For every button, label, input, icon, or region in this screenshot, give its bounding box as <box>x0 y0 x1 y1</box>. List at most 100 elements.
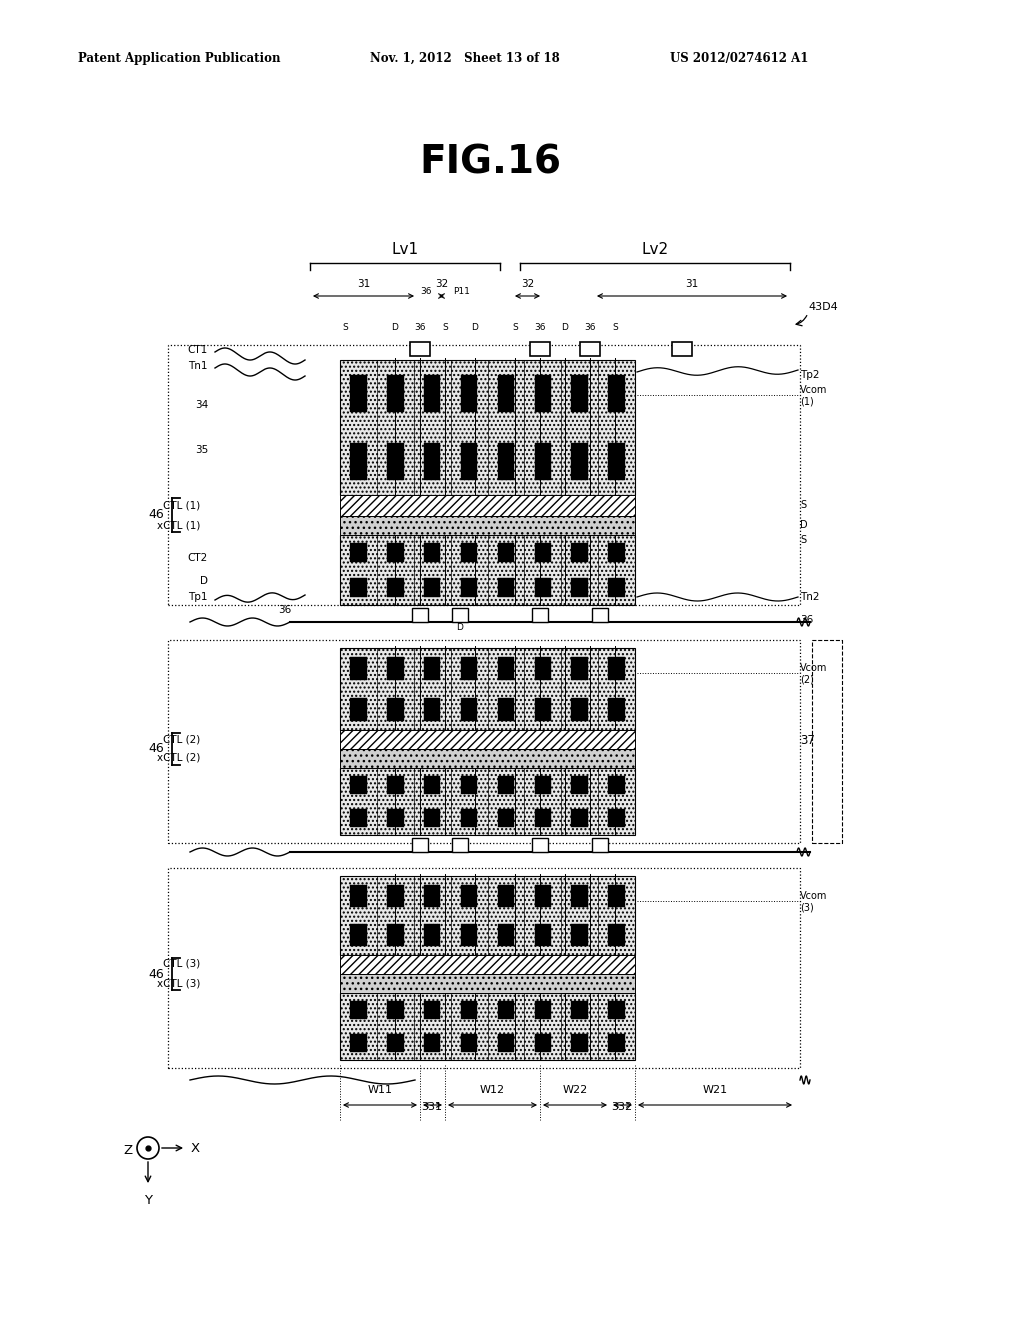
Bar <box>571 1034 588 1052</box>
Bar <box>535 884 551 907</box>
Bar <box>350 924 367 946</box>
Bar <box>498 776 514 793</box>
Bar <box>424 657 440 680</box>
Bar <box>412 609 428 622</box>
Text: 36: 36 <box>535 323 546 333</box>
Bar <box>608 924 625 946</box>
Bar <box>340 748 635 768</box>
Bar <box>592 609 608 622</box>
Text: Nov. 1, 2012   Sheet 13 of 18: Nov. 1, 2012 Sheet 13 of 18 <box>370 51 560 65</box>
Text: 36: 36 <box>585 323 596 333</box>
Text: P11: P11 <box>453 286 470 296</box>
Text: 332: 332 <box>611 1102 633 1111</box>
Bar <box>608 543 625 562</box>
Bar <box>350 809 367 828</box>
Text: S: S <box>442 323 447 333</box>
Bar <box>424 578 440 597</box>
Text: 32: 32 <box>435 279 449 289</box>
Bar <box>452 838 468 851</box>
Bar <box>608 375 625 412</box>
Bar <box>530 342 550 356</box>
Text: 43D4: 43D4 <box>808 302 838 312</box>
Bar <box>340 648 635 730</box>
Bar <box>535 1001 551 1019</box>
Bar <box>672 342 692 356</box>
Bar <box>350 442 367 479</box>
Bar <box>535 1034 551 1052</box>
Text: Lv1: Lv1 <box>391 243 419 257</box>
Text: Vcom: Vcom <box>800 891 827 902</box>
Bar <box>571 1001 588 1019</box>
Text: Tn2: Tn2 <box>800 591 819 602</box>
Text: D: D <box>457 623 464 631</box>
Bar <box>340 535 635 605</box>
Text: S: S <box>342 323 348 333</box>
Text: US 2012/0274612 A1: US 2012/0274612 A1 <box>670 51 808 65</box>
Bar <box>571 657 588 680</box>
Text: W11: W11 <box>368 1085 392 1096</box>
Bar <box>387 924 403 946</box>
Bar <box>424 776 440 793</box>
Text: (3): (3) <box>800 903 814 913</box>
Bar <box>535 442 551 479</box>
Bar <box>498 924 514 946</box>
Bar <box>608 809 625 828</box>
Bar <box>452 609 468 622</box>
Bar <box>424 698 440 721</box>
Bar <box>340 768 635 836</box>
Bar <box>461 657 477 680</box>
Text: Vcom: Vcom <box>800 385 827 395</box>
Bar <box>387 1001 403 1019</box>
Text: 36: 36 <box>279 605 292 615</box>
Bar <box>608 578 625 597</box>
Bar <box>387 442 403 479</box>
Bar <box>350 657 367 680</box>
Bar <box>571 809 588 828</box>
Bar <box>168 640 800 843</box>
Bar <box>350 884 367 907</box>
Text: 34: 34 <box>195 400 208 411</box>
Bar <box>461 543 477 562</box>
Bar <box>350 776 367 793</box>
Text: Tn1: Tn1 <box>188 360 208 371</box>
Bar <box>387 698 403 721</box>
Bar <box>535 543 551 562</box>
Text: D: D <box>561 323 568 333</box>
Bar <box>608 657 625 680</box>
Text: D: D <box>200 576 208 586</box>
Text: xCTL (2): xCTL (2) <box>157 752 200 763</box>
Bar <box>535 809 551 828</box>
Bar <box>424 809 440 828</box>
Text: Vcom: Vcom <box>800 663 827 673</box>
Bar <box>461 578 477 597</box>
Bar <box>608 442 625 479</box>
Bar <box>350 543 367 562</box>
Text: W21: W21 <box>702 1085 728 1096</box>
Bar <box>535 578 551 597</box>
Text: D: D <box>800 520 808 531</box>
Bar <box>387 776 403 793</box>
Bar <box>535 776 551 793</box>
Bar <box>592 838 608 851</box>
Bar <box>387 657 403 680</box>
Text: 46: 46 <box>148 742 164 755</box>
Text: 32: 32 <box>521 279 535 289</box>
Bar <box>461 442 477 479</box>
Text: CTL (2): CTL (2) <box>163 734 200 744</box>
Bar <box>498 1034 514 1052</box>
Bar <box>461 776 477 793</box>
Bar <box>580 342 600 356</box>
Bar <box>340 360 635 495</box>
Bar <box>461 698 477 721</box>
Bar <box>532 838 548 851</box>
Bar <box>350 578 367 597</box>
Bar <box>340 876 635 954</box>
Text: S: S <box>800 500 806 510</box>
Bar <box>424 924 440 946</box>
Text: CTL (1): CTL (1) <box>163 500 200 510</box>
Text: Z: Z <box>124 1144 133 1158</box>
Bar <box>340 954 635 974</box>
Bar <box>461 809 477 828</box>
Bar <box>571 543 588 562</box>
Text: 31: 31 <box>357 279 370 289</box>
